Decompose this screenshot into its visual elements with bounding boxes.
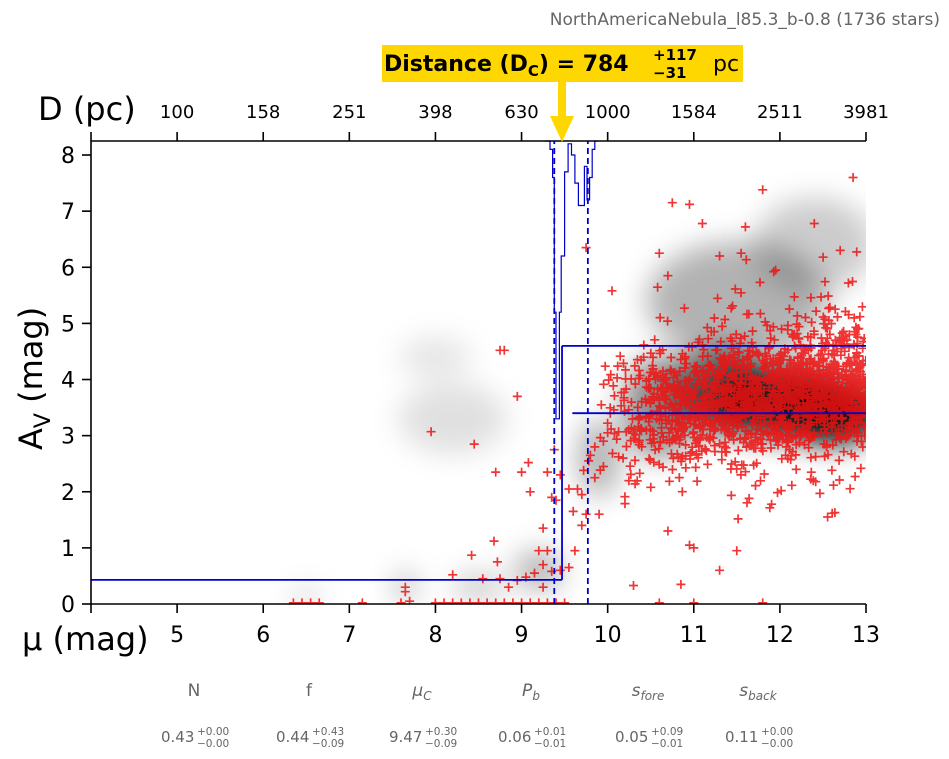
- param-plus-error: +0.43: [312, 726, 344, 738]
- top-tick-label: 398: [418, 102, 452, 123]
- distance-minus-error: −31: [653, 64, 686, 82]
- param-plus-error: +0.00: [761, 726, 793, 738]
- y-tick-label: 7: [61, 200, 75, 225]
- param-subscript: b: [532, 689, 540, 703]
- y-tick-label: 1: [61, 537, 75, 562]
- param-plus-error: +0.09: [651, 726, 683, 738]
- param-minus-error: −0.01: [651, 738, 683, 750]
- distance-label-text: Distance (DC) = 784: [384, 52, 629, 80]
- param-minus-error: −0.00: [761, 738, 793, 750]
- distance-arrow: [550, 82, 575, 142]
- param-symbol: N: [188, 681, 201, 701]
- distance-label-part: 784: [583, 52, 629, 77]
- param-name: sback: [739, 681, 777, 703]
- top-tick-label: 630: [504, 102, 538, 123]
- param-value: 0.06: [498, 728, 531, 746]
- x-tick-label: 8: [428, 623, 442, 648]
- distance-label-part: C: [528, 62, 539, 80]
- x-tick-label: 7: [342, 623, 356, 648]
- param-symbol: s: [739, 681, 748, 701]
- param-plus-error: +0.30: [425, 726, 457, 738]
- top-tick-label: 251: [332, 102, 366, 123]
- density-blob: [451, 573, 506, 601]
- x-tick-label: 10: [594, 623, 622, 648]
- y-tick-label: 6: [61, 256, 75, 281]
- density-blob: [514, 550, 563, 590]
- y-tick-label: 5: [61, 312, 75, 337]
- distance-label-part: ) =: [539, 52, 583, 77]
- x-tick-label: 6: [256, 623, 270, 648]
- density-blob: [754, 197, 866, 292]
- density-blob: [399, 337, 472, 377]
- param-name: N: [188, 681, 201, 701]
- distance-label-part: Distance (D: [384, 52, 528, 77]
- top-tick-label: 2511: [757, 102, 803, 123]
- x-axis-label: μ (mag): [22, 620, 149, 658]
- chart-title: NorthAmericaNebula_l85.3_b-0.8 (1736 sta…: [550, 10, 940, 30]
- density-blob: [294, 590, 319, 604]
- param-symbol: P: [522, 681, 533, 701]
- param-name: f: [306, 681, 313, 701]
- param-symbol: μ: [411, 681, 423, 701]
- x-tick-label: 9: [515, 623, 529, 648]
- y-tick-label: 8: [61, 144, 75, 169]
- y-axis-label: AV (mag): [12, 307, 56, 450]
- density-blob: [398, 383, 507, 455]
- param-name: Pb: [522, 681, 540, 703]
- y-tick-label: 4: [61, 369, 75, 394]
- y-tick-label: 0: [61, 593, 75, 618]
- distance-annotation: Distance (DC) = 784 +117−31 pc: [382, 45, 743, 142]
- distance-unit: pc: [713, 52, 739, 77]
- param-symbol: s: [632, 681, 641, 701]
- x-tick-label: 12: [766, 623, 794, 648]
- top-tick-label: 158: [246, 102, 280, 123]
- param-subscript: back: [748, 689, 778, 703]
- param-subscript: fore: [640, 689, 664, 703]
- param-subscript: C: [423, 689, 432, 703]
- param-value: 0.11: [725, 728, 758, 746]
- param-name: μC: [411, 681, 432, 703]
- param-symbol: f: [306, 681, 313, 701]
- star-plus-markers: [288, 173, 866, 604]
- param-minus-error: −0.09: [312, 738, 344, 750]
- top-tick-label: 3981: [843, 102, 889, 123]
- y-tick-label: 3: [61, 425, 75, 450]
- param-plus-error: +0.00: [197, 726, 229, 738]
- posterior-histogram: [545, 140, 598, 420]
- y-label-sub: V: [31, 413, 56, 428]
- top-tick-label: 1584: [671, 102, 717, 123]
- y-tick-label: 2: [61, 481, 75, 506]
- extinction-model: [91, 140, 866, 604]
- x-tick-label: 11: [680, 623, 708, 648]
- top-axis-label: D (pc): [38, 90, 136, 128]
- param-minus-error: −0.01: [534, 738, 566, 750]
- y-label-main: A: [12, 428, 50, 450]
- param-minus-error: −0.09: [425, 738, 457, 750]
- top-tick-label: 1000: [585, 102, 631, 123]
- distance-label-box: [382, 45, 743, 82]
- star-markers: [288, 173, 866, 604]
- param-value: 0.05: [615, 728, 648, 746]
- x-tick-label: 13: [852, 623, 880, 648]
- y-label-unit: (mag): [12, 307, 50, 413]
- param-name: sfore: [632, 681, 665, 703]
- x-tick-label: 5: [170, 623, 184, 648]
- param-value: 0.44: [276, 728, 309, 746]
- param-minus-error: −0.00: [197, 738, 229, 750]
- distance-plus-error: +117: [653, 46, 697, 64]
- top-tick-label: 100: [160, 102, 194, 123]
- param-value: 9.47: [389, 728, 422, 746]
- param-value: 0.43: [161, 728, 194, 746]
- param-plus-error: +0.01: [534, 726, 566, 738]
